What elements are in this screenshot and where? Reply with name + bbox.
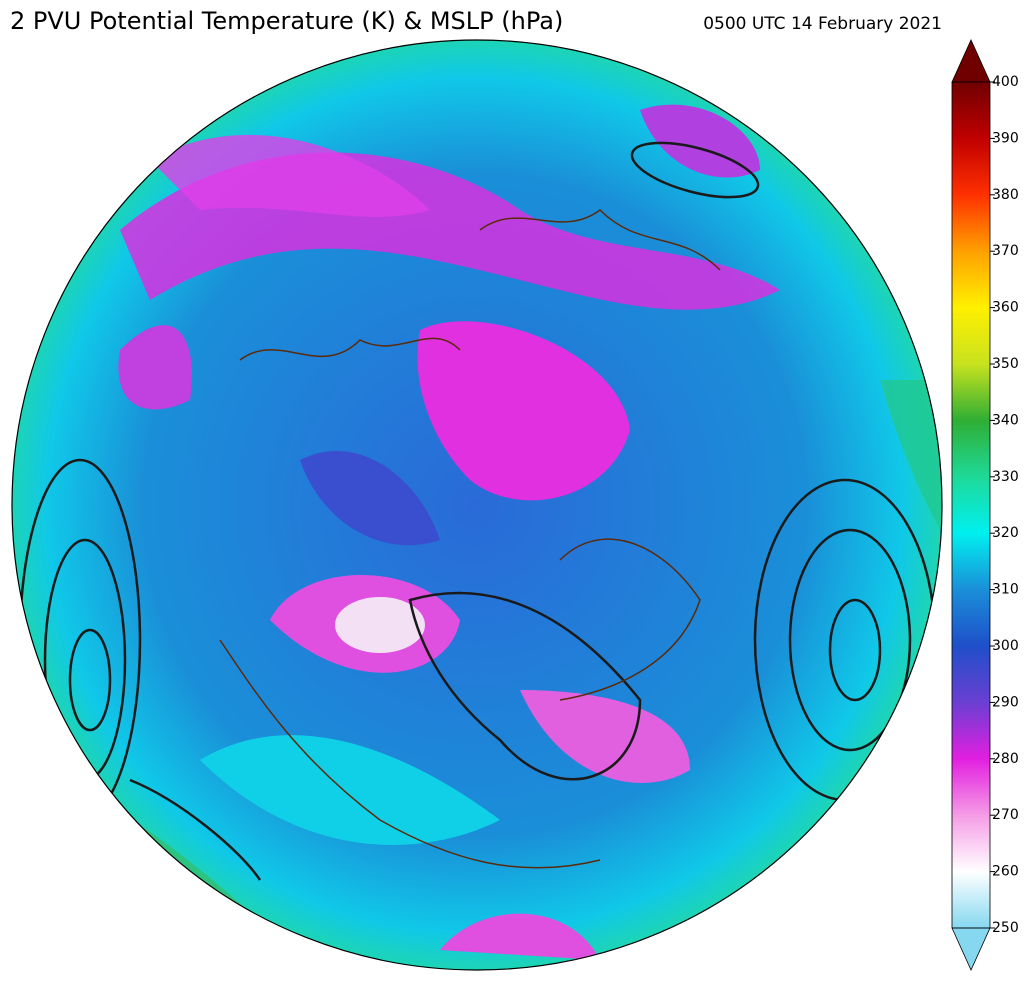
- coastlines: [219, 209, 721, 869]
- colorbar-tick-label: 330: [992, 469, 1019, 485]
- colorbar-tick-label: 320: [992, 525, 1019, 541]
- field-blob: [335, 597, 425, 653]
- colorbar-tick-label: 370: [992, 243, 1019, 259]
- colorbar-tick-label: 270: [992, 807, 1019, 823]
- contour: [630, 141, 760, 199]
- globe-outline: [11, 39, 943, 971]
- colorbar-tick-label: 400: [992, 74, 1019, 90]
- field-blob: [300, 451, 440, 546]
- contour: [788, 528, 912, 752]
- colorbar-tick-label: 350: [992, 356, 1019, 372]
- contour: [129, 778, 262, 881]
- title: 2 PVU Potential Temperature (K) & MSLP (…: [10, 7, 563, 35]
- coastline: [479, 209, 721, 271]
- colorbar-tick-label: 280: [992, 751, 1019, 767]
- colorbar-tick-label: 340: [992, 412, 1019, 428]
- field-blob: [150, 134, 430, 218]
- contour: [408, 591, 642, 781]
- colorbar-tick-label: 390: [992, 130, 1019, 146]
- timestamp: 0500 UTC 14 February 2021: [703, 14, 942, 34]
- colorbar-tick-label: 300: [992, 638, 1019, 654]
- field-blob: [118, 325, 192, 410]
- colorbar-bar: [952, 82, 990, 928]
- contour: [828, 598, 882, 702]
- field-blob: [520, 690, 690, 784]
- colorbar-extend-max: [951, 39, 991, 83]
- contour: [68, 628, 112, 732]
- colorbar-tick-label: 290: [992, 694, 1019, 710]
- colorbar-tick-label: 380: [992, 187, 1019, 203]
- colorbar-extend-min: [951, 927, 991, 971]
- colorbar: 250 260 270 280 290 300 310 320 330 340 350 360 370 3…: [951, 39, 1019, 971]
- coastline: [219, 639, 601, 869]
- colorbar-tick-label: 310: [992, 582, 1019, 598]
- map-background: [12, 40, 942, 970]
- colorbar-tick-label: 360: [992, 300, 1019, 316]
- field-blob: [200, 735, 500, 845]
- field-blob: [417, 321, 630, 501]
- coastline: [239, 337, 461, 361]
- field-blob: [440, 913, 600, 960]
- colorbar-tick-label: 250: [992, 920, 1019, 936]
- colorbar-frame: [951, 81, 991, 929]
- colorbar-tick-label: 260: [992, 864, 1019, 880]
- coastline: [559, 538, 701, 701]
- map: [12, 40, 942, 970]
